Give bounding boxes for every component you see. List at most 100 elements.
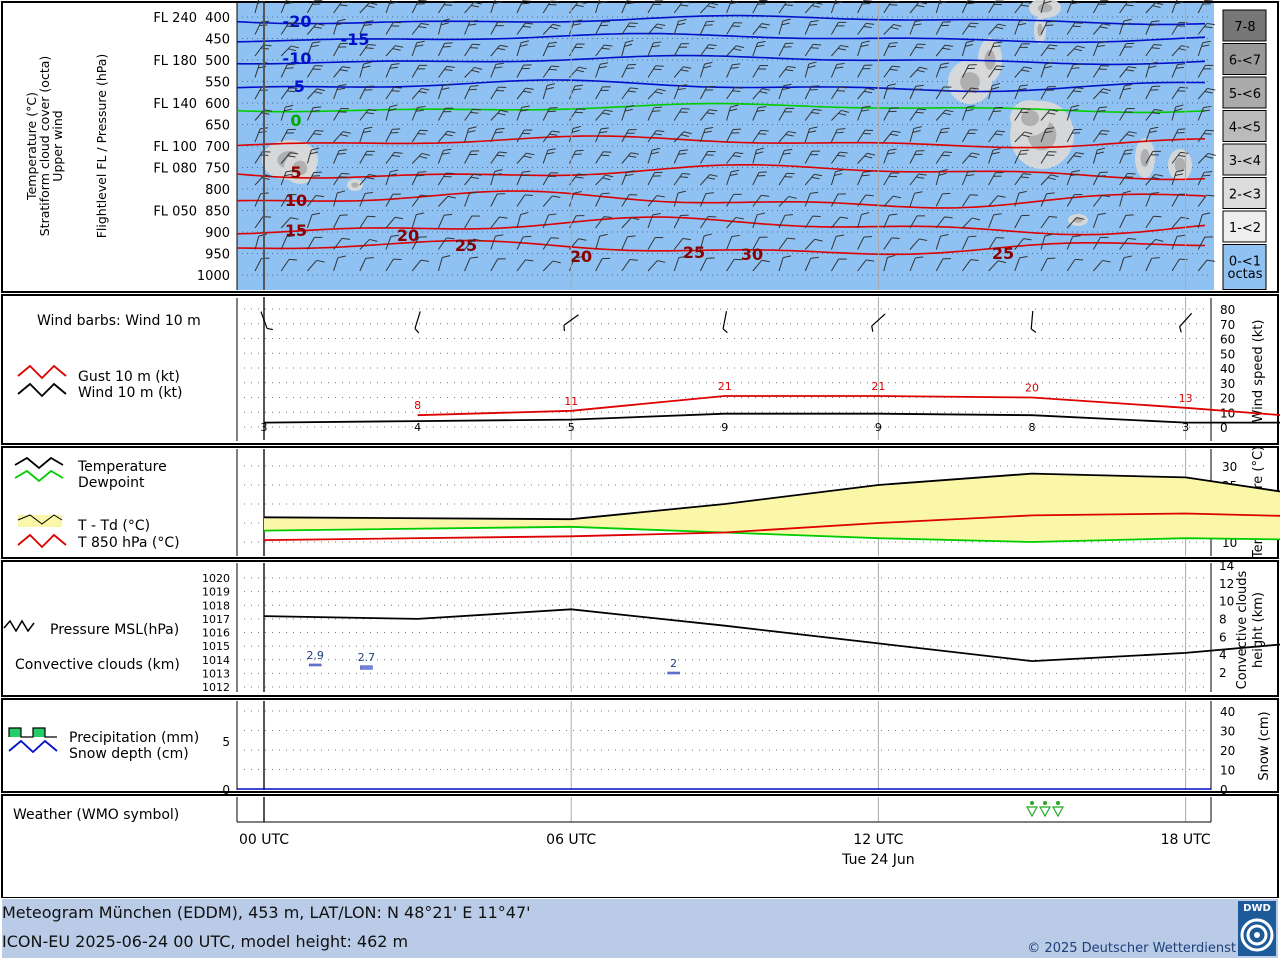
upper-wind-barb — [280, 87, 298, 100]
barb-flag — [680, 69, 689, 72]
barb-staff — [778, 43, 786, 57]
barb-flag — [290, 45, 299, 49]
barb-flag — [761, 259, 770, 263]
pressure-tick-label: 1018 — [202, 599, 230, 612]
barb-flag — [599, 233, 608, 237]
barb-flag — [731, 169, 740, 173]
barb-staff — [726, 45, 737, 57]
barb-flag — [1202, 212, 1211, 216]
upper-wind-barb — [804, 150, 821, 164]
barb-flag — [1177, 90, 1186, 92]
convective-cloud-label: 2.7 — [358, 651, 376, 664]
isotherm-label: 20 — [397, 226, 419, 245]
barb-flag — [600, 127, 609, 130]
upper-wind-barb — [935, 86, 952, 100]
barb-flag — [1125, 176, 1134, 178]
upper-wind-barb — [647, 212, 661, 229]
barb-staff — [752, 65, 761, 78]
barb-staff — [280, 129, 289, 143]
upper-wind-barb — [831, 44, 849, 57]
barb-staff — [542, 214, 549, 229]
upper-wind-barb — [621, 152, 639, 164]
upper-wind-barb — [306, 212, 320, 229]
wind-tick-label: 50 — [1220, 347, 1235, 361]
upper-wind-barb — [830, 234, 845, 250]
barb-staff — [673, 173, 683, 186]
upper-wind-barb — [1197, 105, 1212, 121]
barb-flag — [520, 40, 530, 44]
barb-flag — [918, 173, 927, 176]
barb-flag — [522, 25, 531, 28]
barb-flag — [261, 20, 270, 23]
barb-flag — [913, 23, 922, 26]
barb-flag — [705, 192, 714, 195]
barb-staff — [254, 235, 260, 250]
barb-flag — [1148, 65, 1157, 69]
barb-flag — [887, 254, 896, 258]
barb-staff — [699, 151, 709, 164]
barb-flag — [1070, 173, 1079, 177]
barb-flag — [787, 237, 796, 240]
barb-staff — [437, 20, 443, 35]
barb-flag — [969, 129, 978, 131]
upper-wind-barb — [804, 238, 823, 250]
barb-flag — [811, 5, 820, 8]
barb-staff — [699, 86, 708, 100]
barb-staff — [778, 150, 785, 164]
convective-cloud-bar — [308, 663, 322, 667]
cloud-legend-label: 3-<4 — [1229, 154, 1261, 169]
upper-wind-barb — [280, 258, 298, 272]
barb-flag — [311, 175, 321, 177]
barb-staff — [962, 152, 972, 164]
barb-staff — [411, 236, 420, 250]
barb-flag — [729, 108, 738, 112]
barb-flag — [939, 1, 948, 4]
barb-staff — [385, 152, 395, 164]
upper-wind-barb — [1119, 66, 1137, 78]
barb-staff — [857, 0, 865, 14]
upper-wind-barb — [254, 0, 266, 14]
barb-flag — [1204, 0, 1213, 2]
barb-flag — [785, 107, 795, 109]
barb-flag — [940, 131, 949, 134]
upper-wind-barb — [726, 22, 743, 35]
panel-frame — [1, 698, 1279, 793]
upper-wind-barb — [935, 44, 954, 57]
upper-wind-barb — [595, 86, 611, 100]
barb-flag — [1202, 40, 1211, 44]
barb-flag — [1203, 105, 1212, 109]
barb-flag — [367, 215, 376, 218]
upper-wind-barb — [961, 194, 979, 207]
upper-wind-barb — [359, 173, 377, 186]
barb-flag — [548, 175, 557, 177]
barb-flag — [917, 108, 927, 111]
barb-flag — [943, 86, 952, 88]
barb-flag — [808, 130, 817, 133]
barb-flag — [286, 235, 295, 238]
barb-staff — [254, 0, 260, 14]
isotherm-line — [236, 239, 1206, 256]
barb-flag — [1074, 48, 1083, 52]
upper-wind-barb — [438, 65, 455, 78]
upper-wind-barb — [778, 18, 791, 35]
barb-flag — [761, 194, 770, 197]
barb-flag — [547, 45, 556, 48]
barb-flag — [1018, 88, 1027, 91]
barb-staff — [464, 128, 470, 143]
barb-staff — [935, 258, 944, 272]
barb-flag — [1101, 130, 1110, 132]
barb-flag — [1048, 216, 1058, 218]
barb-staff — [568, 85, 576, 100]
upper-wind-barb — [778, 237, 796, 250]
barb-staff — [752, 107, 759, 121]
upper-wind-barb — [516, 259, 534, 272]
barb-flag — [1073, 90, 1082, 93]
barb-flag — [993, 3, 1002, 6]
barb-staff — [333, 257, 339, 272]
upper-wind-barb — [464, 150, 480, 164]
panel-frame — [1, 794, 1279, 899]
barb-flag — [312, 68, 321, 70]
barb-flag — [368, 108, 377, 112]
barb-staff — [254, 193, 262, 207]
upper-wind-barb — [857, 259, 875, 272]
